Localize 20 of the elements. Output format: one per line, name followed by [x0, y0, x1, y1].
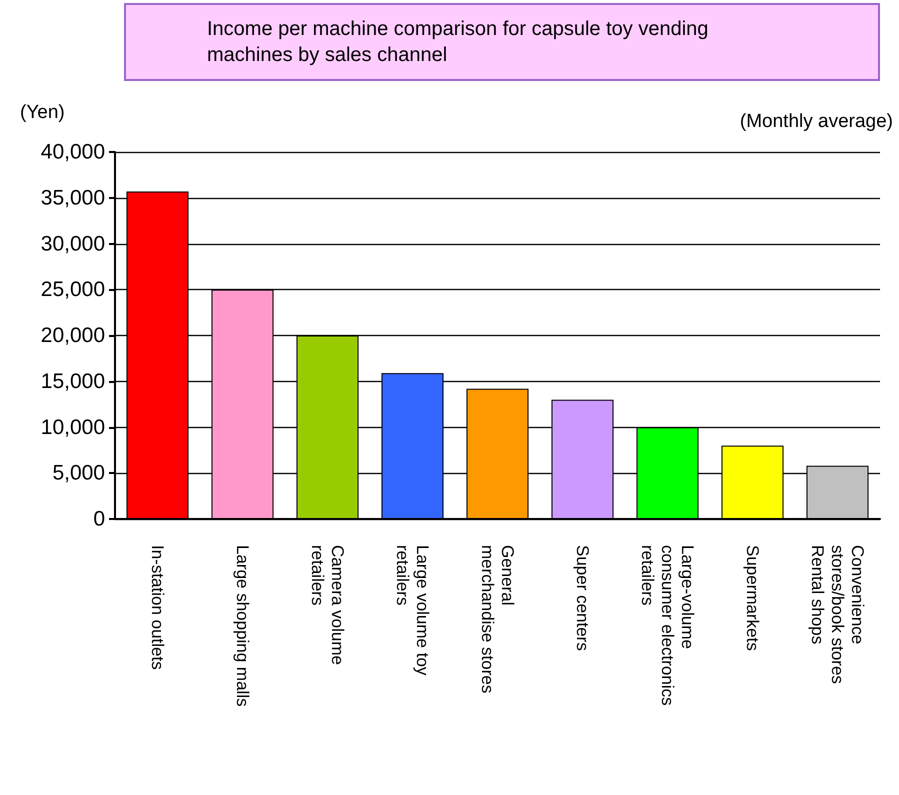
y-tick-label: 10,000 [40, 416, 105, 439]
x-tick-label: Large-volume consumer electronics retailers [638, 545, 697, 706]
chart-title: Income per machine comparison for capsule toy vending machines by sales channel [207, 18, 714, 66]
x-tick-label: Supermarkets [743, 545, 762, 651]
x-tick-label: Super centers [573, 545, 592, 651]
x-tick-label: Convenience stores/book stores Rental shops [808, 545, 867, 684]
x-tick-label: In-station outlets [148, 545, 167, 670]
y-tick-label: 40,000 [40, 140, 105, 164]
y-tick-label: 0 [93, 508, 105, 530]
y-axis-title: (Yen) [20, 102, 65, 123]
y-tick-label: 25,000 [40, 278, 105, 302]
y-tick-label: 15,000 [40, 370, 105, 393]
x-tick-label: Large shopping malls [233, 545, 252, 707]
x-tick-label: Camera volume retailers [308, 545, 347, 665]
text: (Monthly average) [740, 111, 893, 132]
y-tick-label: 20,000 [40, 324, 105, 347]
x-tick-label: Large volume toy retailers [393, 545, 432, 676]
y-tick-label: 35,000 [40, 186, 105, 210]
y-tick-label: 5,000 [52, 462, 105, 485]
y-tick-label: 30,000 [40, 232, 105, 256]
